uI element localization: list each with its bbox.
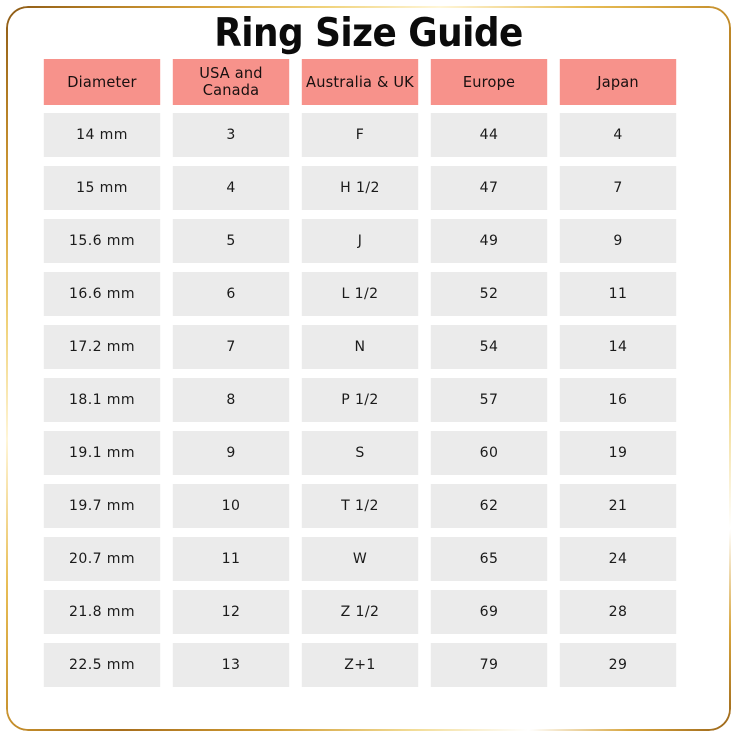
table-header-label: Australia & UK [306,72,414,91]
table-body: 14 mm 3 F 44 4 15 mm 4 H 1/2 47 7 15.6 mm 5 J 49 9 16.6… [42,113,678,687]
table-cell: 21.8 mm [43,590,161,634]
table-cell: Z+1 [301,643,419,687]
table-cell: 5 [172,219,290,263]
table-row: 22.5 mm 13 Z+1 79 29 [42,643,678,687]
table-cell: 7 [559,166,677,210]
table-cell: 47 [430,166,548,210]
table-cell: 21 [559,484,677,528]
card-content: Ring Size Guide Diameter USA and Canada Au… [8,8,729,729]
table-cell: 15.6 mm [43,219,161,263]
table-cell: 28 [559,590,677,634]
table-cell: 14 mm [43,113,161,157]
table-cell: 62 [430,484,548,528]
table-cell: 4 [172,166,290,210]
table-cell: 65 [430,537,548,581]
table-cell: 11 [559,272,677,316]
table-header-cell: Japan [559,59,677,105]
table-cell: 9 [559,219,677,263]
table-cell: 60 [430,431,548,475]
table-cell: W [301,537,419,581]
table-cell: Z 1/2 [301,590,419,634]
table-cell: 49 [430,219,548,263]
table-cell: 6 [172,272,290,316]
table-cell: 13 [172,643,290,687]
table-row: 15.6 mm 5 J 49 9 [42,219,678,263]
table-cell: 8 [172,378,290,422]
table-cell: 18.1 mm [43,378,161,422]
page-title: Ring Size Guide [214,11,523,56]
table-cell: H 1/2 [301,166,419,210]
table-cell: 15 mm [43,166,161,210]
table-cell: 4 [559,113,677,157]
table-header-label: Europe [462,72,516,91]
table-row: 20.7 mm 11 W 65 24 [42,537,678,581]
table-row: 16.6 mm 6 L 1/2 52 11 [42,272,678,316]
table-cell: T 1/2 [301,484,419,528]
table-header-cell: Australia & UK [301,59,419,105]
table-cell: 69 [430,590,548,634]
table-row: 19.1 mm 9 S 60 19 [42,431,678,475]
table-cell: 79 [430,643,548,687]
table-cell: 17.2 mm [43,325,161,369]
table-cell: 10 [172,484,290,528]
table-cell: 52 [430,272,548,316]
table-cell: F [301,113,419,157]
table-cell: 44 [430,113,548,157]
table-row: 21.8 mm 12 Z 1/2 69 28 [42,590,678,634]
table-row: 18.1 mm 8 P 1/2 57 16 [42,378,678,422]
table-cell: 20.7 mm [43,537,161,581]
table-cell: 16.6 mm [43,272,161,316]
table-cell: 57 [430,378,548,422]
table-cell: 29 [559,643,677,687]
table-header-label: Diameter [67,72,137,91]
table-cell: S [301,431,419,475]
table-cell: 19 [559,431,677,475]
table-cell: 24 [559,537,677,581]
table-cell: P 1/2 [301,378,419,422]
table-cell: 54 [430,325,548,369]
table-cell: 9 [172,431,290,475]
table-header-cell: USA and Canada [172,59,290,105]
table-row: 14 mm 3 F 44 4 [42,113,678,157]
table-header-label: USA and Canada [199,64,263,99]
table-cell: L 1/2 [301,272,419,316]
table-row: 15 mm 4 H 1/2 47 7 [42,166,678,210]
table-cell: 7 [172,325,290,369]
table-cell: 16 [559,378,677,422]
table-row: 19.7 mm 10 T 1/2 62 21 [42,484,678,528]
table-cell: 19.7 mm [43,484,161,528]
table-header-row: Diameter USA and Canada Australia & UK Euro… [42,59,678,105]
table-cell: N [301,325,419,369]
table-cell: 11 [172,537,290,581]
table-cell: 22.5 mm [43,643,161,687]
table-cell: 14 [559,325,677,369]
table-cell: 3 [172,113,290,157]
table-row: 17.2 mm 7 N 54 14 [42,325,678,369]
table-cell: 19.1 mm [43,431,161,475]
table-header-cell: Diameter [43,59,161,105]
table-cell: J [301,219,419,263]
table-header-cell: Europe [430,59,548,105]
ring-size-table: Diameter USA and Canada Australia & UK Euro… [42,59,678,687]
table-cell: 12 [172,590,290,634]
table-header-label: Japan [597,72,639,91]
